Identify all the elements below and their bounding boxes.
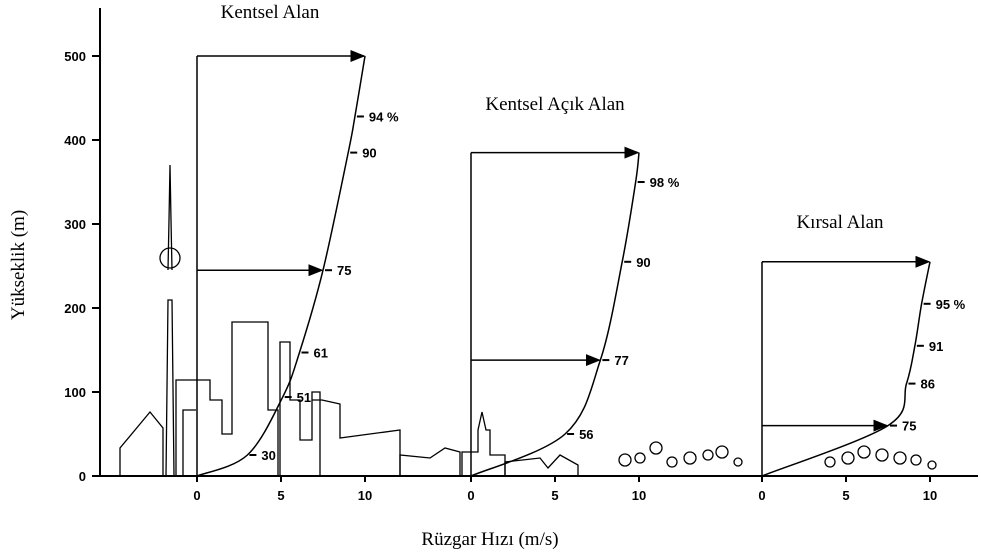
marker-label: 91 — [929, 339, 943, 354]
marker-label: 94 % — [369, 109, 399, 124]
x-tick-label: 10 — [923, 488, 937, 503]
marker-label: 30 — [261, 448, 275, 463]
marker-label: 90 — [362, 146, 376, 161]
marker-label: 90 — [636, 255, 650, 270]
wind-profile-curve — [470, 152, 640, 477]
marker-label: 75 — [337, 263, 351, 278]
marker-label: 61 — [313, 346, 327, 361]
marker-label: 77 — [614, 353, 628, 368]
y-tick-label: 400 — [64, 133, 86, 148]
marker-label: 51 — [297, 390, 311, 405]
x-tick-label: 5 — [551, 488, 558, 503]
y-tick-label: 500 — [64, 49, 86, 64]
y-axis-label: Yükseklik (m) — [8, 210, 29, 320]
x-tick-label: 10 — [358, 488, 372, 503]
y-tick-label: 0 — [79, 469, 86, 484]
y-tick-label: 200 — [64, 301, 86, 316]
marker-label: 95 % — [936, 297, 966, 312]
profile-title: Kentsel Alan — [221, 2, 320, 23]
y-tick-label: 100 — [64, 385, 86, 400]
profile-title: Kentsel Açık Alan — [485, 94, 625, 115]
wind-profile-curve — [761, 261, 931, 477]
y-tick-label: 300 — [64, 217, 86, 232]
x-tick-label: 5 — [842, 488, 849, 503]
x-tick-label: 5 — [277, 488, 284, 503]
wind-profile-curve — [196, 55, 366, 477]
x-tick-label: 0 — [193, 488, 200, 503]
marker-label: 98 % — [650, 175, 680, 190]
open-skyline — [461, 411, 579, 476]
urban-skyline — [119, 164, 461, 477]
x-axis-label: Rüzgar Hızı (m/s) — [421, 529, 558, 550]
marker-label: 86 — [920, 377, 934, 392]
x-tick-label: 10 — [632, 488, 646, 503]
marker-label: 56 — [579, 427, 593, 442]
marker-label: 75 — [902, 419, 916, 434]
x-tick-label: 0 — [467, 488, 474, 503]
x-tick-label: 0 — [758, 488, 765, 503]
profile-title: Kırsal Alan — [796, 212, 884, 233]
